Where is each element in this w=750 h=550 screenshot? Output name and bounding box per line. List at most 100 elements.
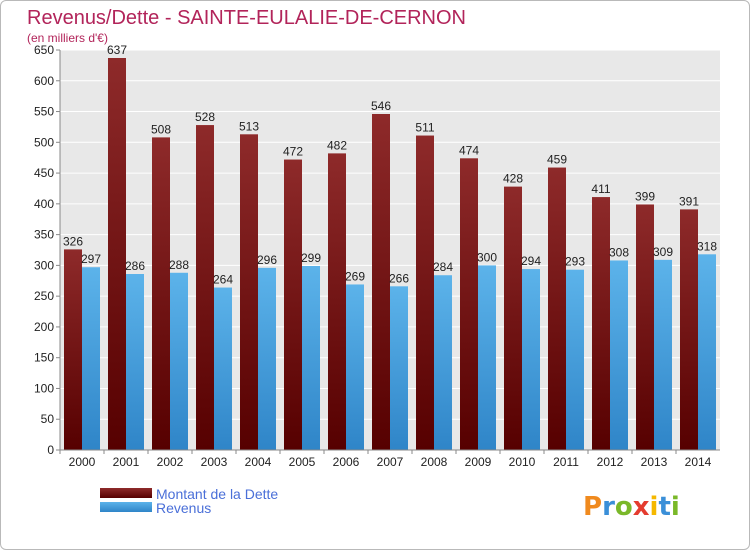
data-label-dette: 513	[239, 119, 259, 133]
data-label-dette: 546	[371, 99, 391, 113]
bar-revenus	[478, 265, 496, 450]
bar-revenus	[302, 266, 320, 450]
y-tick-label: 100	[34, 381, 54, 395]
logo-letter: t	[658, 492, 670, 522]
data-label-revenus: 286	[125, 259, 145, 273]
y-tick-label: 600	[34, 74, 54, 88]
data-label-dette: 326	[63, 234, 83, 248]
data-label-revenus: 300	[477, 250, 497, 264]
bar-revenus	[258, 267, 276, 450]
bar-dette	[416, 135, 434, 451]
x-tick-label: 2000	[69, 455, 96, 469]
logo-letter: o	[615, 492, 633, 522]
data-label-revenus: 309	[653, 245, 673, 259]
y-tick-label: 300	[34, 258, 54, 272]
bar-dette	[284, 159, 302, 451]
data-label-revenus: 288	[169, 258, 189, 272]
data-label-revenus: 296	[257, 253, 277, 267]
data-label-dette: 511	[415, 121, 434, 135]
y-tick-label: 500	[34, 135, 54, 149]
data-label-revenus: 308	[609, 245, 629, 259]
data-label-dette: 391	[679, 194, 699, 208]
data-label-dette: 637	[107, 43, 127, 57]
legend: Montant de la Dette Revenus	[100, 486, 278, 516]
logo-letter: P	[583, 492, 602, 522]
bar-revenus	[654, 259, 672, 450]
data-label-revenus: 269	[345, 269, 365, 283]
data-label-dette: 528	[195, 110, 215, 124]
data-label-revenus: 284	[433, 260, 453, 274]
bar-dette	[240, 134, 258, 451]
legend-label-debt: Montant de la Dette	[156, 486, 278, 502]
y-tick-label: 0	[47, 443, 54, 457]
bars	[64, 58, 716, 451]
x-tick-label: 2013	[641, 455, 668, 469]
y-tick-label: 250	[34, 289, 54, 303]
x-tick-label: 2008	[421, 455, 448, 469]
logo-letter: x	[633, 492, 650, 522]
x-tick-label: 2005	[289, 455, 316, 469]
bar-revenus	[566, 269, 584, 450]
y-tick-label: 350	[34, 228, 54, 242]
x-tick-label: 2002	[157, 455, 184, 469]
bar-dette	[152, 137, 170, 450]
data-label-revenus: 294	[521, 254, 541, 268]
x-tick-label: 2014	[685, 455, 712, 469]
bar-revenus	[346, 284, 364, 450]
logo-letter: i	[671, 492, 680, 522]
bar-revenus	[170, 272, 188, 450]
data-label-dette: 508	[151, 122, 171, 136]
x-tick-label: 2012	[597, 455, 624, 469]
chart-title: Revenus/Dette - SAINTE-EULALIE-DE-CERNON	[27, 7, 466, 29]
data-label-dette: 411	[591, 182, 610, 196]
bar-revenus	[698, 254, 716, 450]
bar-dette	[548, 167, 566, 451]
bar-dette	[372, 114, 390, 450]
x-tick-label: 2006	[333, 455, 360, 469]
y-tick-label: 400	[34, 197, 54, 211]
x-tick-label: 2009	[465, 455, 492, 469]
data-label-revenus: 297	[81, 252, 101, 266]
data-label-dette: 472	[283, 145, 303, 159]
data-label-dette: 428	[503, 172, 523, 186]
y-tick-label: 650	[34, 43, 54, 57]
bar-dette	[108, 58, 126, 450]
proxiti-logo: Proxiti	[583, 492, 680, 522]
legend-swatch-debt	[100, 488, 152, 498]
data-labels: 326 297 637 286 508 288 528 264 513 296 472 299 482 2…	[63, 43, 717, 287]
y-tick-label: 150	[34, 351, 54, 365]
bar-dette	[64, 249, 82, 450]
data-label-dette: 399	[635, 189, 655, 203]
data-label-revenus: 299	[301, 251, 321, 265]
legend-label-revenus: Revenus	[156, 500, 211, 516]
x-tick-label: 2001	[113, 455, 140, 469]
axis-ticks: 0 50 100 150 200 250 300 350 400 450 500 550 600 650 2…	[34, 43, 712, 469]
bar-revenus	[82, 267, 100, 450]
data-label-dette: 459	[547, 153, 567, 167]
bar-dette	[592, 197, 610, 450]
x-tick-label: 2010	[509, 455, 536, 469]
data-label-revenus: 293	[565, 255, 585, 269]
bar-revenus	[522, 269, 540, 450]
y-tick-label: 550	[34, 105, 54, 119]
data-label-dette: 482	[327, 138, 347, 152]
bar-revenus	[610, 260, 628, 450]
bar-revenus	[434, 275, 452, 450]
x-tick-label: 2011	[553, 455, 579, 469]
bar-dette	[460, 158, 478, 451]
logo-letter: r	[602, 492, 615, 522]
bar-revenus	[390, 286, 408, 450]
y-tick-label: 200	[34, 320, 54, 334]
bar-revenus	[126, 274, 144, 450]
data-label-revenus: 266	[389, 271, 409, 285]
data-label-dette: 474	[459, 143, 479, 157]
chart-subtitle: (en milliers d'€)	[27, 31, 108, 45]
x-tick-label: 2003	[201, 455, 228, 469]
bar-dette	[504, 186, 522, 450]
logo-letter: i	[650, 492, 659, 522]
bar-dette	[636, 204, 654, 450]
data-label-revenus: 318	[697, 239, 717, 253]
y-tick-label: 50	[41, 412, 55, 426]
bar-revenus	[214, 287, 232, 450]
